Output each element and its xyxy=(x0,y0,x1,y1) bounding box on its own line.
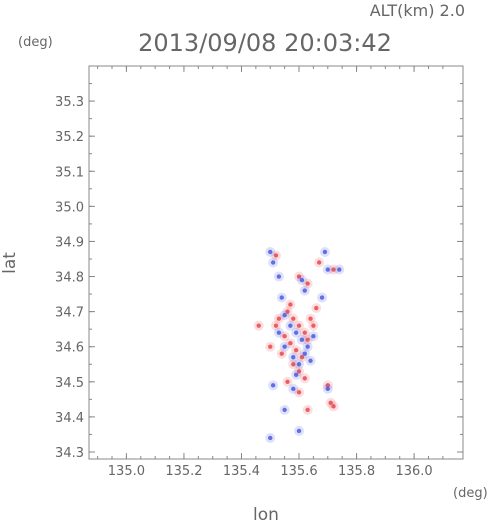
data-point xyxy=(293,348,299,353)
data-point xyxy=(296,323,302,328)
data-point xyxy=(331,267,336,272)
data-point xyxy=(293,372,299,377)
data-point xyxy=(325,386,330,392)
data-point xyxy=(291,362,296,367)
data-point xyxy=(291,386,296,392)
data-point xyxy=(308,316,313,321)
y-tick-label: 35.3 xyxy=(55,95,84,110)
y-tick-label: 35.2 xyxy=(55,130,84,145)
data-point xyxy=(268,435,273,441)
datetime-title: 2013/09/08 20:03:42 xyxy=(138,29,392,57)
data-point xyxy=(288,302,293,307)
y-tick-label: 34.8 xyxy=(55,271,84,286)
data-point xyxy=(325,267,330,272)
data-point xyxy=(305,407,310,413)
data-point xyxy=(285,309,290,314)
data-point xyxy=(328,400,333,406)
data-point xyxy=(291,355,296,360)
y-tick-label: 34.3 xyxy=(55,446,84,461)
data-point xyxy=(291,316,296,321)
data-point xyxy=(322,249,328,255)
x-tick-label: 135.6 xyxy=(280,464,317,479)
y-tick-label: 34.5 xyxy=(55,376,84,391)
data-point xyxy=(299,337,305,342)
x-tick-label: 135.4 xyxy=(223,464,260,479)
data-point xyxy=(296,362,302,367)
x-tick-label: 135.2 xyxy=(165,464,202,479)
data-point xyxy=(305,281,310,286)
data-points xyxy=(253,246,345,443)
data-point xyxy=(279,351,284,356)
data-point xyxy=(273,323,279,328)
data-point xyxy=(331,404,336,409)
data-point xyxy=(273,253,279,258)
data-point xyxy=(302,351,307,356)
x-unit-label: (deg) xyxy=(453,486,488,501)
data-point xyxy=(302,330,307,335)
data-point xyxy=(314,305,319,311)
data-point xyxy=(268,344,273,349)
data-point xyxy=(299,277,305,283)
x-tick-label: 135.0 xyxy=(108,464,145,479)
x-tick-label: 135.8 xyxy=(338,464,375,479)
data-point xyxy=(311,333,316,339)
data-point xyxy=(308,358,313,363)
data-point xyxy=(288,323,293,328)
data-point xyxy=(302,288,307,293)
data-point xyxy=(282,312,287,318)
data-point xyxy=(282,407,287,413)
data-point xyxy=(282,333,287,339)
data-point xyxy=(299,355,305,360)
x-axis-label: lon xyxy=(253,505,279,521)
y-tick-label: 34.7 xyxy=(55,306,84,321)
data-point xyxy=(305,337,310,342)
data-point xyxy=(256,323,261,328)
data-point xyxy=(279,295,284,300)
y-axis-label: lat xyxy=(0,252,20,274)
data-point xyxy=(296,428,302,434)
data-point xyxy=(285,379,290,385)
data-point xyxy=(311,323,316,328)
data-point xyxy=(293,330,299,335)
data-point xyxy=(270,383,276,388)
data-point xyxy=(296,369,302,374)
data-point xyxy=(270,260,276,265)
axis-ticks: 135.0 135.2 135.4 135.6 135.8 136.0 34.3 34.4 34… xyxy=(55,65,463,479)
data-point xyxy=(319,295,325,300)
data-point xyxy=(268,249,273,255)
data-point xyxy=(325,383,330,388)
data-point xyxy=(276,316,282,321)
data-point xyxy=(288,341,293,346)
data-point xyxy=(276,330,282,335)
plot-frame xyxy=(88,65,464,460)
y-unit-label: (deg) xyxy=(18,35,53,50)
x-tick-label: 136.0 xyxy=(395,464,432,479)
y-tick-label: 34.9 xyxy=(55,235,84,250)
plot-border xyxy=(88,65,464,460)
y-tick-label: 35.0 xyxy=(55,200,84,215)
data-point xyxy=(302,376,307,381)
data-point xyxy=(316,260,322,265)
data-point xyxy=(276,274,282,279)
y-tick-label: 34.6 xyxy=(55,341,84,356)
altitude-label: ALT(km) 2.0 xyxy=(370,1,465,20)
data-point xyxy=(296,390,302,395)
y-tick-label: 35.1 xyxy=(55,165,84,180)
data-point xyxy=(305,344,310,349)
y-tick-label: 34.4 xyxy=(55,411,84,426)
data-point xyxy=(282,344,287,349)
data-point xyxy=(337,267,342,272)
data-point xyxy=(296,274,302,279)
